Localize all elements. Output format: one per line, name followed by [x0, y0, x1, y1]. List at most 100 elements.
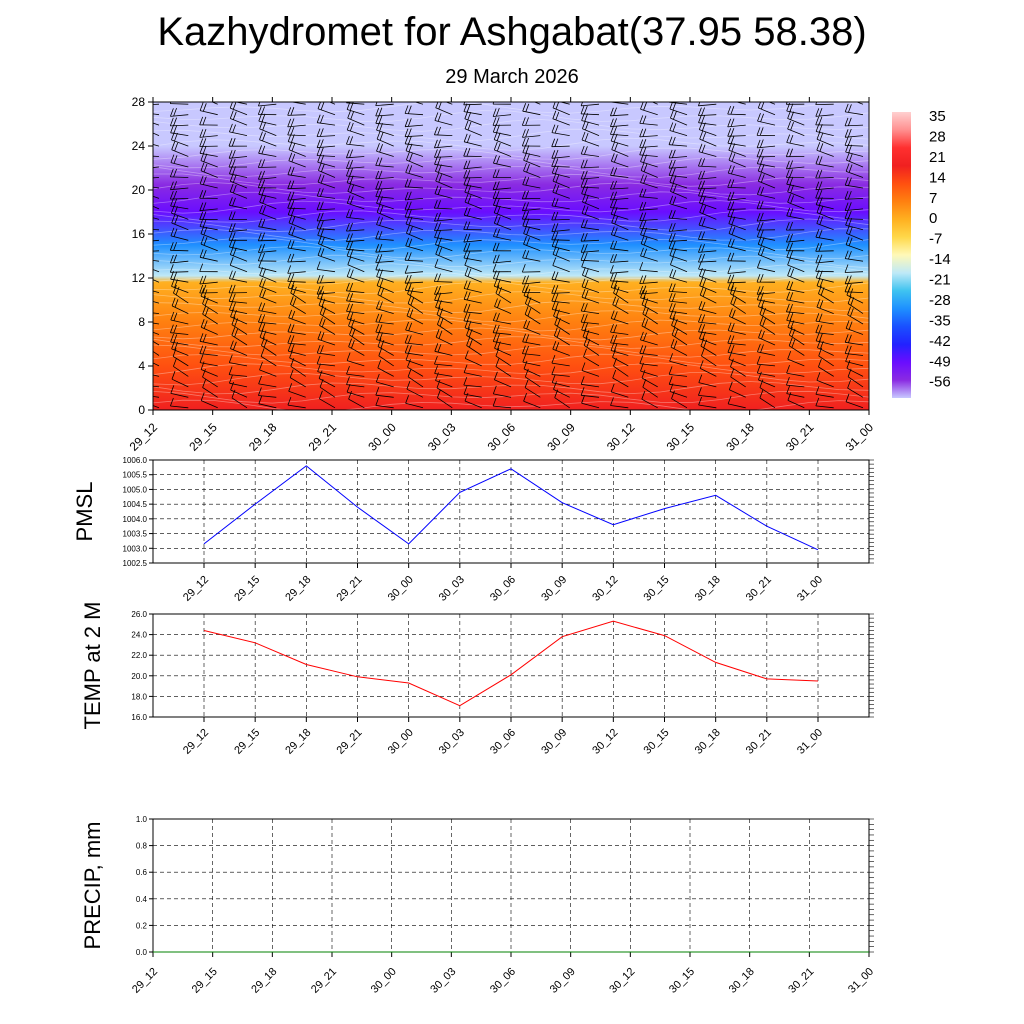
x-tick-label: 30_15: [667, 966, 697, 996]
wind-barb-shaft: [551, 374, 570, 377]
wind-barb-feather: [759, 200, 764, 209]
wind-barb-shaft: [727, 187, 746, 189]
wind-barb-feather: [346, 149, 350, 158]
wind-barb-shaft: [552, 180, 570, 189]
wind-barb-feather: [170, 108, 174, 117]
wind-barb-shaft: [317, 338, 336, 346]
wind-barb-feather: [756, 286, 761, 295]
wind-barb-shaft: [639, 208, 658, 211]
wind-barb-feather: [492, 108, 497, 117]
wind-barb-shaft: [522, 152, 541, 157]
wind-barb-feather: [819, 205, 824, 214]
contour-line: [153, 191, 869, 204]
wind-barb-shaft: [735, 102, 746, 105]
wind-barb-feather: [173, 324, 178, 334]
wind-barb-feather: [523, 319, 527, 328]
wind-barb-feather: [142, 394, 145, 402]
wind-barb-shaft: [669, 360, 688, 367]
wind-barb-feather: [290, 167, 295, 176]
wind-barb-feather: [848, 164, 853, 173]
wind-barb-feather: [258, 302, 262, 311]
wind-barb-feather: [845, 353, 849, 362]
y-tick-label: 22.0: [131, 651, 147, 660]
wind-barb-shaft: [288, 149, 306, 157]
wind-barb-feather: [261, 244, 265, 253]
wind-barb-feather: [789, 249, 794, 259]
wind-barb-feather: [816, 215, 821, 224]
wind-barb-shaft: [170, 278, 189, 283]
wind-barb-feather: [492, 102, 495, 105]
contour-line: [153, 228, 869, 242]
wind-barb-feather: [463, 148, 468, 157]
wind-barb-shaft: [230, 348, 248, 356]
wind-barb-feather: [790, 122, 794, 131]
wind-barb-feather: [702, 205, 707, 214]
wind-barb-shaft: [581, 402, 600, 409]
contour-line: [153, 173, 869, 187]
contour-line: [153, 200, 869, 214]
wind-barb-shaft: [640, 243, 658, 252]
wind-barb-feather: [844, 177, 849, 186]
x-tick-label: 30_09: [539, 574, 569, 604]
wind-barb-feather: [407, 368, 412, 377]
wind-barb-feather: [405, 164, 410, 173]
wind-barb-feather: [404, 201, 409, 211]
wind-barb-feather: [173, 254, 177, 263]
wind-barb-feather: [319, 274, 324, 284]
wind-barb-feather: [348, 317, 352, 327]
wind-barb-shaft: [258, 395, 277, 398]
wind-barb-shaft: [375, 321, 394, 325]
wind-barb-shaft: [611, 234, 629, 241]
wind-barb-shaft: [845, 135, 864, 138]
wind-barb-shaft: [464, 372, 482, 377]
wind-barb-feather: [145, 195, 148, 203]
wind-barb-feather: [612, 296, 617, 305]
wind-barb-shaft: [580, 239, 600, 242]
wind-barb-feather: [581, 395, 585, 404]
wind-barb-feather: [351, 340, 355, 349]
wind-barb-feather: [551, 231, 556, 240]
wind-barb-shaft: [816, 131, 834, 136]
wind-barb-feather: [521, 211, 526, 220]
wind-barb-shaft: [259, 275, 277, 283]
wind-barb-shaft: [581, 329, 600, 335]
wind-barb-feather: [756, 148, 761, 158]
wind-barb-feather: [614, 142, 619, 151]
wind-barb-feather: [525, 334, 530, 343]
wind-barb-feather: [200, 288, 205, 297]
wind-barb-shaft: [464, 214, 482, 220]
wind-barb-feather: [375, 230, 380, 239]
wind-barb-shaft: [346, 384, 365, 388]
wind-barb-feather: [819, 278, 824, 288]
wind-barb-feather: [231, 223, 236, 232]
wind-barb-feather: [730, 135, 735, 144]
wind-barb-shaft: [405, 143, 424, 147]
wind-barb-feather: [844, 264, 849, 273]
wind-barb-feather: [554, 165, 559, 175]
wind-barb-shaft: [786, 372, 805, 377]
wind-barb-feather: [524, 90, 527, 98]
wind-barb-shaft: [153, 259, 160, 262]
wind-barb-shaft: [698, 260, 717, 263]
wind-barb-shaft: [346, 175, 365, 178]
wind-barb-shaft: [170, 114, 189, 117]
wind-barb-feather: [464, 350, 469, 359]
wind-barb-shaft: [533, 102, 541, 105]
wind-barb-shaft: [581, 213, 600, 220]
wind-barb-feather: [232, 102, 237, 110]
wind-barb-feather: [347, 183, 352, 192]
wind-barb-shaft: [855, 102, 864, 105]
wind-barb-feather: [173, 125, 178, 134]
wind-barb-shaft: [698, 122, 717, 126]
wind-barb-shaft: [258, 193, 277, 199]
wind-barb-shaft: [376, 138, 394, 147]
wind-barb-feather: [466, 281, 471, 290]
wind-barb-shaft: [437, 397, 453, 409]
wind-barb-shaft: [494, 285, 512, 293]
contour-line: [153, 353, 869, 366]
wind-barb-feather: [756, 364, 761, 374]
wind-barb-shaft: [640, 170, 658, 178]
wind-barb-shaft: [170, 132, 189, 136]
x-tick-label: 31_00: [843, 420, 877, 454]
wind-barb-feather: [404, 334, 409, 344]
